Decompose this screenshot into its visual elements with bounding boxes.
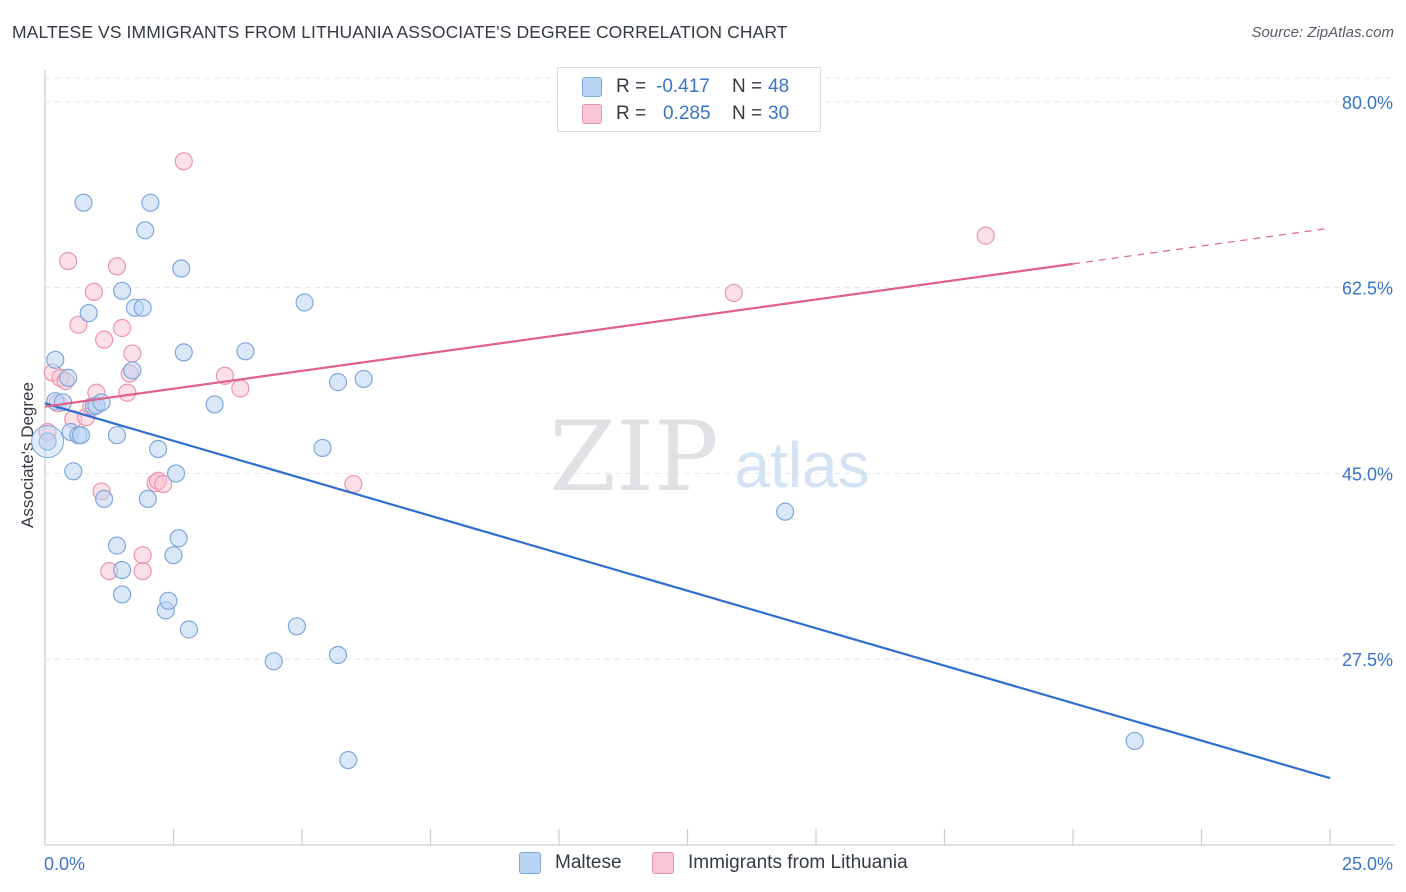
maltese-point: [112, 585, 132, 604]
maltese-point: [295, 293, 314, 312]
legend-r-value: -0.417: [656, 76, 710, 97]
maltese-point: [328, 373, 348, 392]
maltese-point: [112, 281, 132, 300]
maltese-point: [64, 462, 83, 481]
watermark: ZIP atlas: [549, 401, 869, 513]
lithuania-point: [133, 561, 152, 581]
maltese-point-large: [31, 425, 65, 459]
lithuania-point: [231, 379, 250, 398]
maltese-point: [79, 304, 98, 323]
maltese-point: [148, 439, 168, 459]
tick-labels: 27.5% 45.0% 62.5% 80.0% 0.0% 25.0%: [44, 93, 1393, 874]
maltese-point: [141, 193, 160, 212]
lithuania-point: [344, 474, 363, 494]
lithuania-point: [154, 474, 173, 494]
x-tick-label-max: 25.0%: [1342, 854, 1393, 874]
legend-swatch-lithuania: [582, 104, 602, 124]
chart-title: MALTESE VS IMMIGRANTS FROM LITHUANIA ASS…: [12, 22, 788, 42]
lithuania-point: [976, 226, 995, 245]
maltese-point: [776, 502, 795, 521]
maltese-point: [59, 368, 78, 387]
lithuania-trend-extension: [1072, 227, 1331, 265]
legend-n-label: N =: [732, 103, 763, 124]
legend-swatch-maltese: [519, 852, 541, 874]
maltese-point: [328, 645, 348, 665]
series-legend: Maltese Immigrants from Lithuania: [0, 852, 1406, 878]
gridlines: [45, 77, 1395, 660]
maltese-point: [159, 591, 178, 610]
maltese-point: [74, 193, 93, 212]
trend-lines: [44, 227, 1331, 780]
legend-n-value: 48: [768, 76, 790, 97]
lithuania-trend-line: [44, 262, 1074, 408]
maltese-point: [123, 361, 142, 380]
y-tick-label: 80.0%: [1342, 93, 1393, 113]
maltese-point: [287, 617, 306, 636]
lithuania-point: [174, 152, 193, 171]
source-label: Source: ZipAtlas.com: [1251, 24, 1394, 41]
watermark-atlas: atlas: [734, 429, 869, 501]
legend-r-label: R =: [616, 76, 647, 97]
legend-r-label: R =: [616, 103, 647, 124]
lithuania-point: [118, 383, 137, 402]
lithuania-point: [123, 344, 142, 363]
y-tick-label: 27.5%: [1342, 650, 1393, 670]
maltese-point: [138, 489, 157, 509]
maltese-point: [236, 342, 255, 361]
series-lithuania-points: [38, 152, 995, 581]
maltese-point: [136, 221, 155, 240]
maltese-point: [38, 432, 57, 451]
lithuania-point: [112, 318, 132, 338]
y-tick-label: 45.0%: [1342, 464, 1393, 484]
lithuania-point: [84, 282, 103, 301]
series-maltese-points: [31, 193, 1144, 770]
legend-row-lithuania: R = 0.285 N = 30: [582, 102, 789, 126]
maltese-point: [264, 652, 283, 671]
lithuania-point: [69, 315, 88, 334]
x-tick-label-min: 0.0%: [44, 854, 85, 874]
maltese-point: [313, 438, 332, 458]
maltese-point: [1125, 731, 1144, 751]
y-tick-label: 62.5%: [1342, 279, 1393, 299]
maltese-point: [164, 546, 183, 565]
legend-n-value: 30: [768, 103, 790, 124]
maltese-point: [172, 259, 191, 278]
legend-item-maltese[interactable]: Maltese: [519, 852, 622, 874]
legend-swatch-maltese: [582, 77, 602, 97]
maltese-point: [133, 298, 152, 317]
axes: [44, 70, 1395, 846]
maltese-point: [339, 750, 358, 770]
maltese-point: [107, 426, 127, 445]
maltese-point: [205, 395, 224, 414]
maltese-point: [92, 393, 111, 412]
correlation-legend: R = -0.417 N = 48 R = 0.285 N = 30: [557, 67, 821, 132]
maltese-trend-line: [44, 402, 1331, 780]
maltese-point: [46, 350, 65, 369]
maltese-point: [71, 426, 91, 445]
maltese-point: [354, 369, 373, 389]
legend-label-maltese: Maltese: [555, 852, 622, 873]
maltese-point: [166, 464, 186, 483]
maltese-point: [169, 529, 188, 548]
maltese-point: [179, 620, 199, 639]
maltese-point: [107, 536, 127, 555]
lithuania-point: [107, 257, 127, 276]
legend-row-maltese: R = -0.417 N = 48: [582, 75, 789, 99]
legend-n-label: N =: [732, 76, 763, 97]
maltese-point: [112, 560, 132, 580]
lithuania-point: [95, 330, 114, 349]
lithuania-point: [724, 283, 743, 303]
watermark-zip: ZIP: [549, 401, 718, 513]
legend-label-lithuania: Immigrants from Lithuania: [688, 852, 908, 873]
maltese-point: [174, 343, 193, 362]
legend-item-lithuania[interactable]: Immigrants from Lithuania: [652, 852, 908, 874]
lithuania-point: [133, 546, 152, 565]
lithuania-point: [59, 251, 78, 271]
maltese-point: [95, 489, 114, 509]
legend-r-value: 0.285: [663, 103, 711, 124]
legend-swatch-lithuania: [652, 852, 674, 874]
